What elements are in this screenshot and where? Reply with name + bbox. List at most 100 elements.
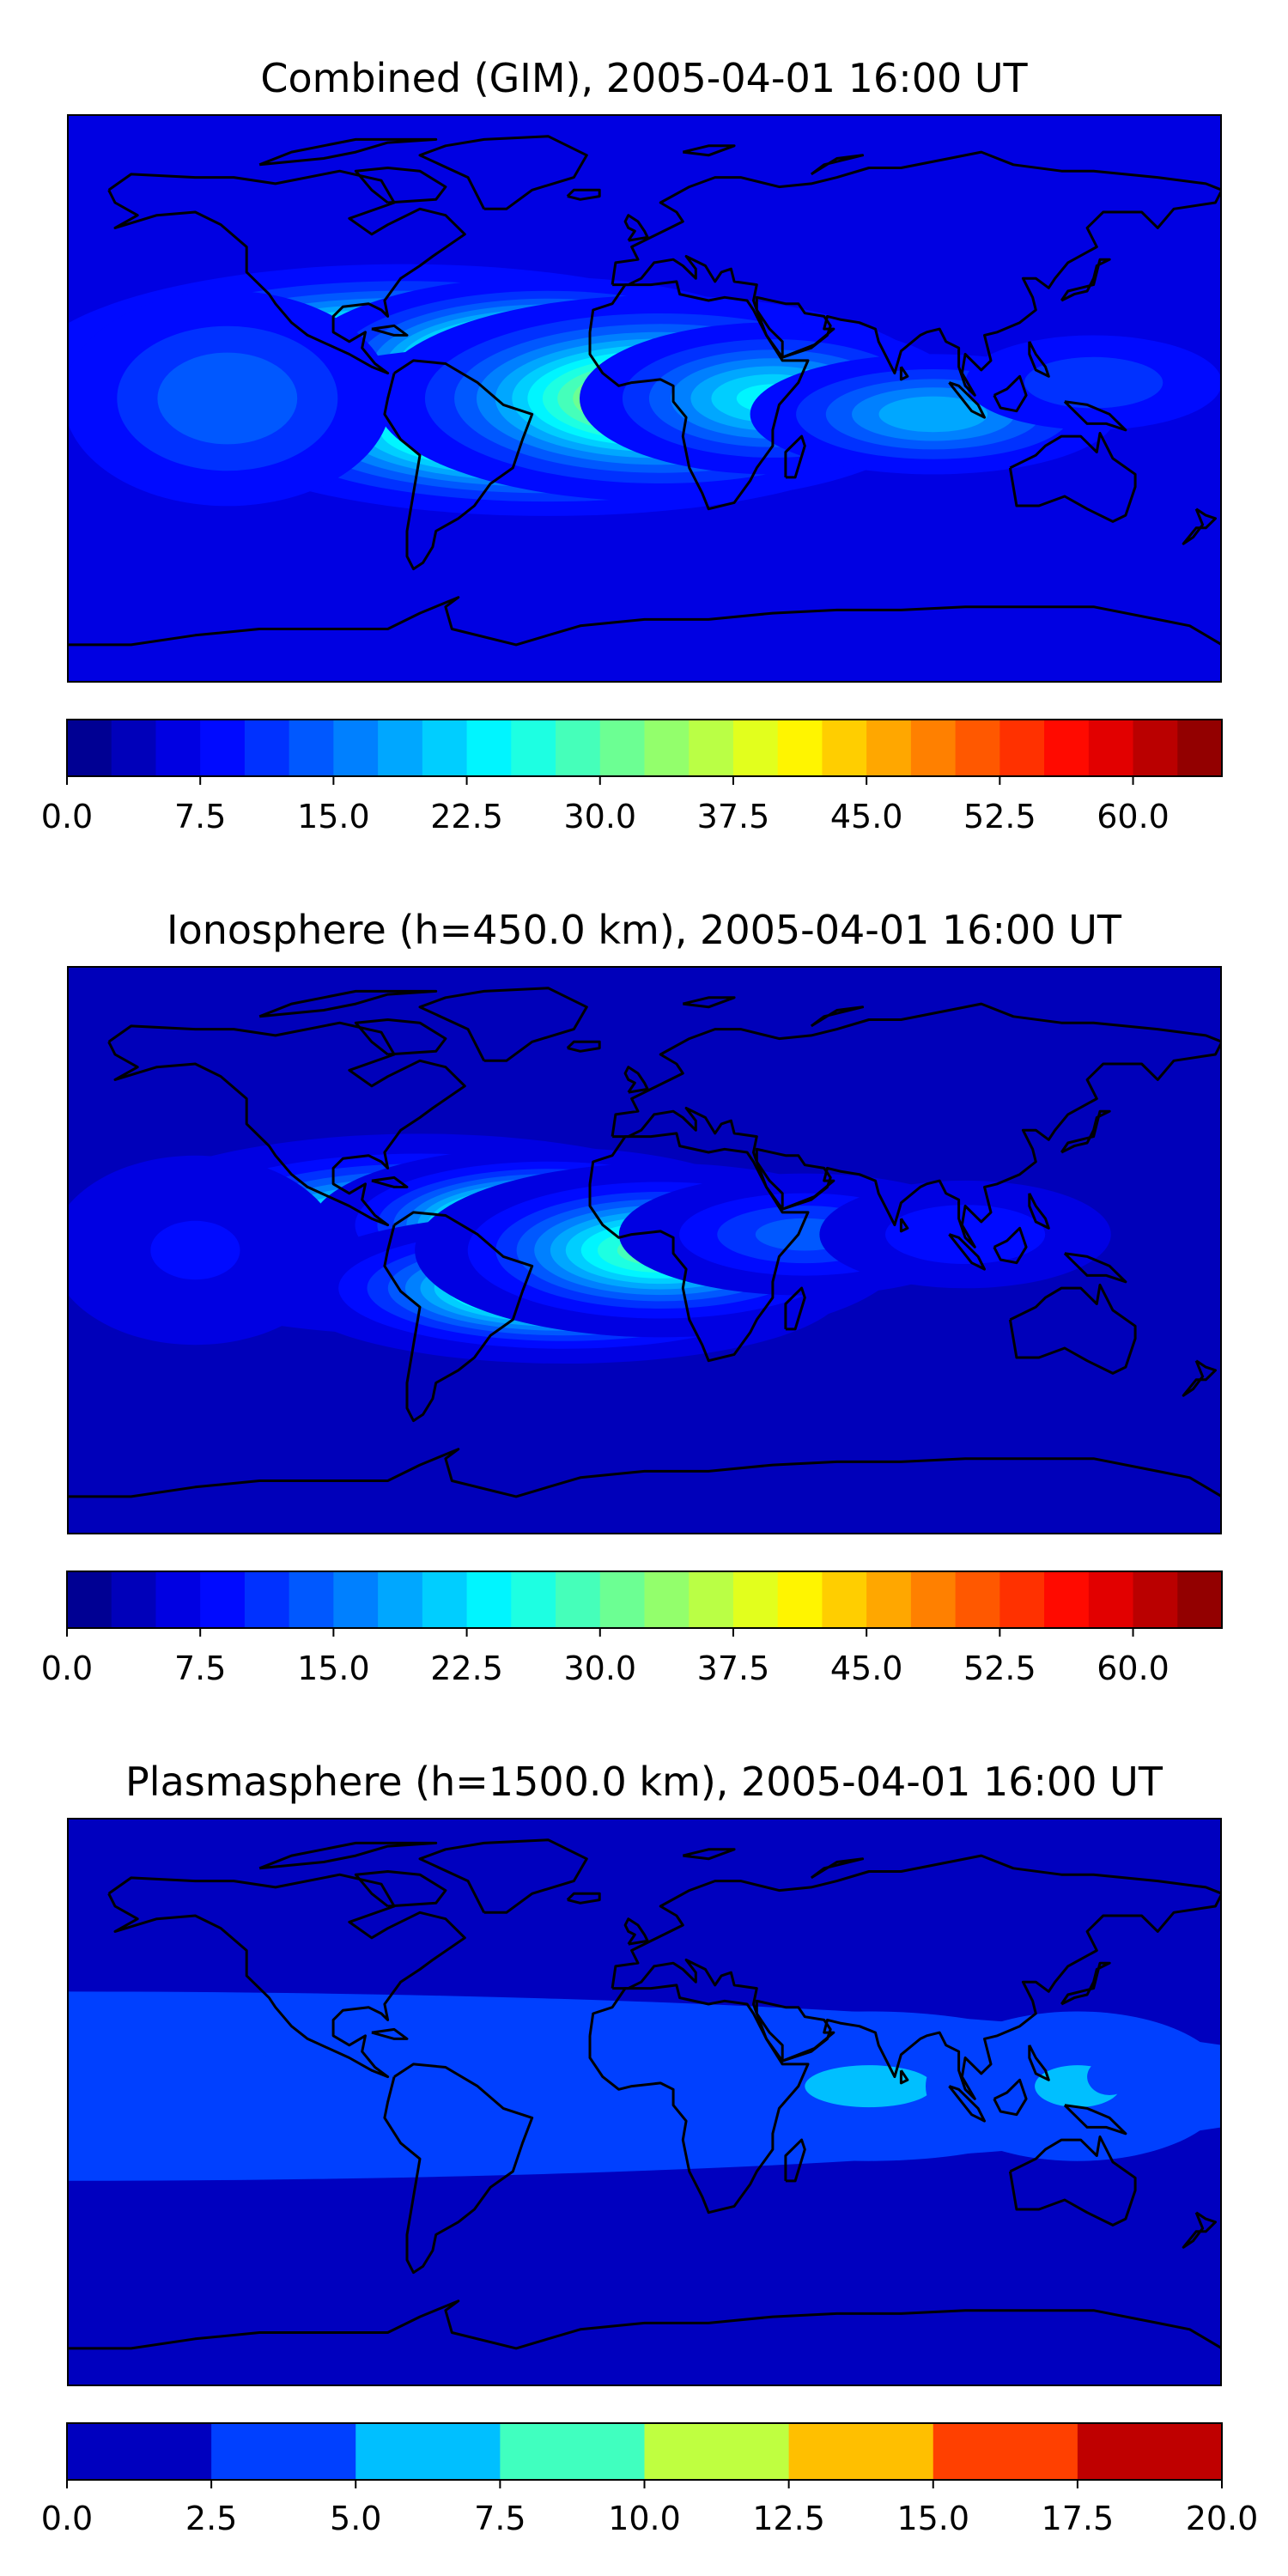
contour-level [461,2052,635,2121]
colorbar-tick-label: 15.0 [896,2500,970,2537]
contour-feature [1087,2058,1133,2095]
coast-new-guinea [1063,1252,1127,1284]
coast-cuba [371,2027,409,2040]
coast-africa [588,1132,810,1363]
colorbar-swatch [556,720,601,776]
colorbar-swatch [556,1571,601,1628]
coast-australia [1008,2136,1137,2227]
colorbar-swatch [500,2423,646,2480]
coast-iceland [566,188,601,201]
map-ionosphere [67,966,1222,1534]
colorbar-swatch [1044,1571,1090,1628]
coast-borneo [993,374,1028,413]
colorbar-swatch [599,1571,646,1628]
coast-eurasia [611,1002,1222,1249]
coast-south-america [383,2063,534,2275]
colorbar-swatch [999,720,1045,776]
coast-britain [623,214,649,242]
coast-greenland [418,135,588,210]
colorbar-swatch [955,720,1000,776]
colorbar-swatch [155,1571,201,1628]
coastlines [67,1838,1222,2367]
colorbar-swatch [732,1571,779,1628]
coast-new-guinea [1063,2104,1127,2136]
colorbar-swatch [111,1571,157,1628]
colorbar-swatch [333,1571,379,1628]
coast-novaya [810,1005,865,1028]
coast-borneo [993,2078,1028,2117]
colorbar-swatch [822,1571,867,1628]
coast-new-zealand [1182,1359,1217,1397]
colorbar-tick-label: 17.5 [1041,2500,1115,2537]
colorbar-swatch [822,720,867,776]
colorbar-tick-label: 20.0 [1185,2500,1259,2537]
coast-sri-lanka [899,366,909,381]
contour-feature [965,335,1222,430]
colorbar-tick-label: 15.0 [297,1649,370,1687]
colorbar-swatch [777,720,823,776]
coast-south-america [383,359,534,571]
coast-japan [1060,258,1111,302]
coast-svalbard [682,1848,736,1861]
coast-canada-arctic [258,137,438,167]
coast-borneo [993,1226,1028,1265]
colorbar-swatch [67,1571,112,1628]
colorbar-ionosphere [66,1571,1223,1637]
coast-australia [1008,1284,1137,1375]
colorbar-tick-label: 37.5 [696,798,770,835]
coast-australia [1008,432,1137,523]
colorbar-swatch [67,720,112,776]
colorbar-tick-label: 15.0 [297,798,370,835]
colorbar-tick-label: 7.5 [173,1649,227,1687]
colorbar-swatch [1088,1571,1134,1628]
contour-level [1087,2058,1133,2095]
coast-madagascar [784,2138,806,2183]
colorbar-swatch [955,1571,1000,1628]
colorbar-swatch [599,720,646,776]
colorbar-tick-label: 22.5 [430,798,503,835]
colorbar-tick-label: 0.0 [40,2500,94,2537]
colorbar-ticks: 0.0 7.5 15.0 22.5 30.0 37.5 45.0 52.5 60.0 [41,798,1222,843]
colorbar-frame [66,1571,1223,1629]
coast-arabia-india-helper [755,1147,832,1211]
coast-iceland [566,1892,601,1905]
coast-antarctica [67,2300,1222,2367]
contour-feature [67,290,392,507]
coast-eurasia [611,150,1222,397]
coast-iceland [566,1040,601,1053]
colorbar-swatch [211,2423,356,2480]
chart-title: Ionosphere (h=450.0 km), 2005-04-01 16:0… [167,907,1121,953]
colorbar-swatch [644,2423,790,2480]
coast-new-guinea [1063,400,1127,432]
colorbar-tick-label: 5.0 [330,2500,382,2537]
colorbar-tick-label: 60.0 [1097,1649,1170,1687]
colorbar-ticks: 0.0 2.5 5.0 7.5 10.0 12.5 15.0 17.5 20.0 [41,2500,1259,2545]
colorbar-swatch [466,1571,512,1628]
coast-north-america [107,1021,466,1227]
contour-feature [461,2052,635,2121]
colorbar-tick-label: 45.0 [829,1649,903,1687]
contour-level [150,1220,240,1280]
colorbar-swatch [999,1571,1045,1628]
coast-cuba [371,324,409,337]
contour-level [805,2065,933,2108]
coast-africa [588,280,810,511]
coast-sumatra [948,1233,986,1271]
coast-antarctica [67,596,1222,664]
coast-north-america [107,1873,466,2079]
coast-africa [588,1984,810,2215]
coast-novaya [810,154,865,176]
coast-sumatra [948,381,986,419]
colorbar-tick-label: 37.5 [696,1649,770,1687]
colorbar-swatch [1133,720,1178,776]
colorbar-swatch [422,720,468,776]
coast-sri-lanka [899,1218,909,1233]
contour-feature [750,2048,796,2093]
coast-canada-arctic [258,989,438,1018]
coastlines [67,987,1222,1516]
colorbar-swatch [378,720,423,776]
colorbar-tick-label: 45.0 [829,798,903,835]
coast-philippines [1028,341,1050,378]
colorbar-swatch [422,1571,468,1628]
colorbar-swatch [1133,1571,1178,1628]
